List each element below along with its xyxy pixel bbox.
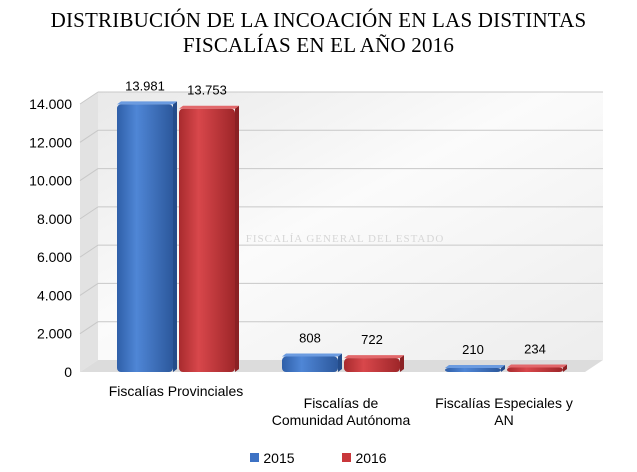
legend-swatch-2015 [250, 453, 260, 462]
gridline-side [79, 206, 99, 220]
bar-2015 [445, 367, 501, 372]
gridline-side [79, 321, 99, 335]
gridline-side [79, 129, 99, 143]
y-tick-label: 6.000 [37, 249, 72, 265]
x-category-label: Fiscalías Especiales y [435, 395, 573, 411]
gridline-side [79, 91, 99, 105]
legend-item-2016: 2016 [342, 449, 387, 466]
y-tick-label: 2.000 [37, 326, 72, 342]
bar-2015 [117, 104, 173, 373]
data-label-2015: 808 [299, 331, 321, 346]
bar-top-2016 [507, 364, 567, 368]
gridline-side [79, 244, 99, 258]
chart-side-wall [80, 92, 98, 372]
data-label-2016: 234 [524, 342, 546, 357]
x-category-label: AN [494, 412, 513, 428]
bar-side-2016 [563, 364, 567, 372]
bar-top-2016 [344, 355, 404, 359]
gridline-side [79, 168, 99, 181]
bar-side-2015 [501, 364, 505, 372]
chart-legend: 2015 2016 [0, 449, 637, 466]
y-tick-label: 12.000 [29, 134, 72, 150]
x-category-label: Comunidad Autónoma [272, 412, 411, 428]
bar-2016 [344, 358, 400, 372]
x-category-label: Fiscalías Provinciales [109, 383, 244, 399]
y-tick-label: 8.000 [37, 211, 72, 227]
chart-title-line-1: DISTRIBUCIÓN DE LA INCOACIÓN EN LAS DIST… [50, 8, 587, 32]
legend-item-2015: 2015 [250, 449, 295, 466]
data-label-2016: 13.753 [187, 83, 227, 98]
bar-side-2015 [173, 101, 177, 373]
gridline-side [79, 283, 99, 296]
legend-label-2016: 2016 [355, 449, 387, 466]
chart-title: DISTRIBUCIÓN DE LA INCOACIÓN EN LAS DIST… [0, 8, 637, 58]
bar-top-2015 [117, 101, 177, 105]
legend-swatch-2016 [342, 453, 352, 462]
y-tick-label: 10.000 [29, 173, 72, 189]
bar-2016 [179, 108, 235, 373]
bar-top-2015 [282, 353, 342, 357]
legend-label-2015: 2015 [263, 449, 295, 466]
bar-side-2016 [400, 355, 404, 372]
bar-top-2016 [179, 105, 239, 109]
y-tick-label: 14.000 [29, 96, 72, 112]
bar-top-2015 [445, 364, 505, 368]
data-label-2015: 13.981 [125, 78, 165, 93]
y-tick-label: 0 [64, 364, 72, 380]
bar-side-2016 [235, 105, 239, 373]
y-tick-label: 4.000 [37, 287, 72, 303]
data-label-2015: 210 [462, 342, 484, 357]
chart-title-line-2: FISCALÍAS EN EL AÑO 2016 [182, 33, 455, 57]
watermark-text: FISCALÍA GENERAL DEL ESTADO [246, 233, 445, 245]
chart-plot-area: 0 2.000 4.000 6.000 8.000 10.000 12.000 14.000 F… [29, 78, 603, 428]
bar-side-2015 [338, 353, 342, 372]
bar-2016 [507, 367, 563, 372]
x-category-label: Fiscalías de [304, 395, 379, 411]
bar-2015 [282, 356, 338, 372]
data-label-2016: 722 [361, 332, 383, 347]
